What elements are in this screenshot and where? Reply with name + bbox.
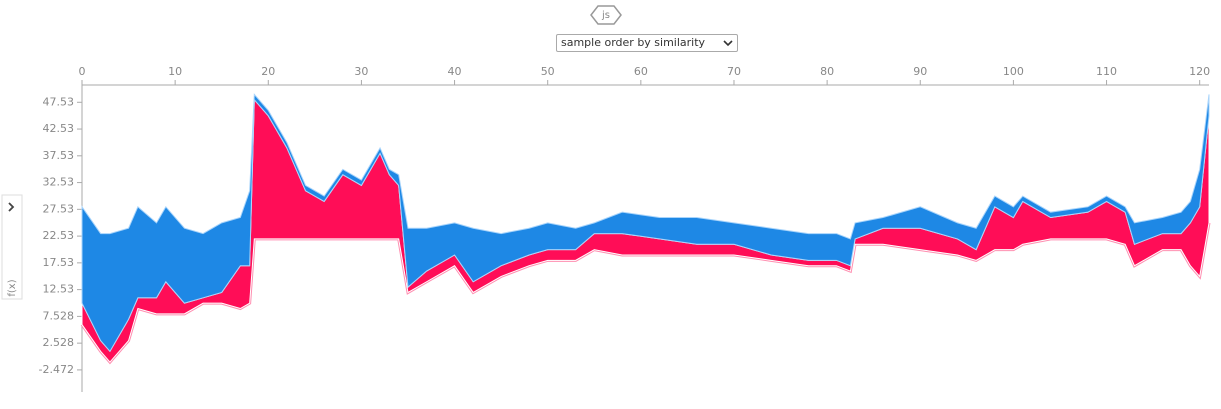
- badge-text: js: [601, 10, 610, 21]
- side-tab[interactable]: [1, 194, 23, 300]
- y-tick-label: 42.53: [43, 122, 75, 135]
- y-tick-label: 32.53: [43, 176, 75, 189]
- force-area: [81, 98, 1210, 363]
- x-tick-label: 40: [448, 65, 462, 78]
- x-tick-label: 110: [1096, 65, 1117, 78]
- x-tick-label: 60: [634, 65, 648, 78]
- dropdown-text: sample order by similarity: [561, 36, 706, 49]
- y-tick-label: 7.528: [43, 309, 75, 322]
- base-edge: [80, 222, 1211, 365]
- y-tick-label: 12.53: [43, 283, 75, 296]
- y-tick-label: 2.528: [43, 336, 75, 349]
- side-chevron: [8, 202, 15, 212]
- x-tick-label: 0: [79, 65, 86, 78]
- side-label: f(x): [7, 279, 18, 296]
- y-tick-label: 17.53: [43, 256, 75, 269]
- x-tick-label: 120: [1189, 65, 1210, 78]
- x-tick-label: 50: [541, 65, 555, 78]
- x-tick-label: 80: [820, 65, 834, 78]
- y-tick-label: 27.53: [43, 202, 75, 215]
- dropdown-arrow: [723, 40, 733, 47]
- x-tick-label: 20: [261, 65, 275, 78]
- y-tick-label: 47.53: [43, 95, 75, 108]
- x-tick-label: 70: [727, 65, 741, 78]
- x-tick-label: 30: [354, 65, 368, 78]
- x-tick-label: 100: [1003, 65, 1024, 78]
- x-tick-label: 90: [913, 65, 927, 78]
- y-tick-label: 22.53: [43, 229, 75, 242]
- order-dropdown[interactable]: sample order by similarity: [556, 34, 738, 52]
- force-area: [81, 93, 1210, 353]
- y-tick-label: -2.472: [39, 363, 74, 376]
- y-tick-label: 37.53: [43, 149, 75, 162]
- x-tick-label: 10: [168, 65, 182, 78]
- badge-hexagon: [590, 5, 622, 25]
